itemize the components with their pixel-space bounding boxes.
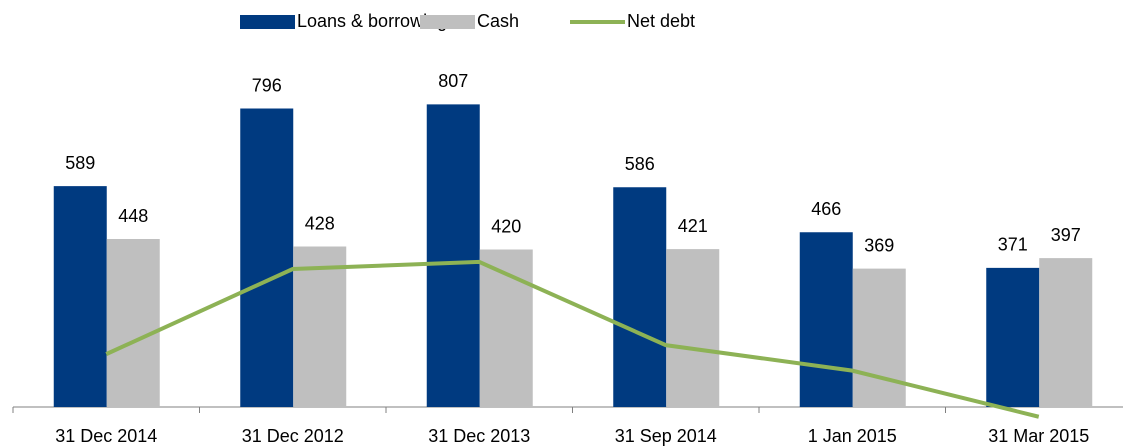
bar	[240, 108, 294, 407]
value-label: 466	[811, 199, 841, 219]
value-label: 369	[864, 235, 894, 255]
legend-swatch	[420, 15, 475, 29]
legend-label: Loans & borrowings	[297, 11, 456, 31]
x-tick-label: 31 Sep 2014	[615, 426, 717, 446]
legend-swatch	[240, 15, 295, 29]
value-label: 807	[438, 71, 468, 91]
bar	[986, 267, 1040, 407]
x-tick-label: 31 Dec 2014	[55, 426, 157, 446]
x-tick-label: 31 Dec 2013	[428, 426, 530, 446]
value-label: 796	[252, 75, 282, 95]
x-tick-label: 31 Mar 2015	[988, 426, 1089, 446]
x-tick-label: 31 Dec 2012	[242, 426, 344, 446]
value-label: 448	[118, 206, 148, 226]
bar	[293, 246, 347, 407]
bar	[799, 232, 853, 407]
legend-label: Cash	[477, 11, 519, 31]
bar	[666, 249, 720, 407]
value-label: 589	[65, 153, 95, 173]
bar	[852, 268, 906, 407]
value-label: 420	[491, 216, 521, 236]
bar	[613, 187, 667, 407]
bar	[1039, 258, 1093, 407]
value-label: 428	[305, 213, 335, 233]
value-label: 371	[998, 235, 1028, 255]
value-label: 421	[678, 216, 708, 236]
legend-label: Net debt	[627, 11, 695, 31]
value-label: 397	[1051, 225, 1081, 245]
bar	[106, 239, 160, 407]
x-tick-label: 1 Jan 2015	[808, 426, 897, 446]
bar	[53, 186, 107, 407]
value-label: 586	[625, 154, 655, 174]
line	[105, 259, 1040, 419]
bar	[426, 104, 480, 407]
